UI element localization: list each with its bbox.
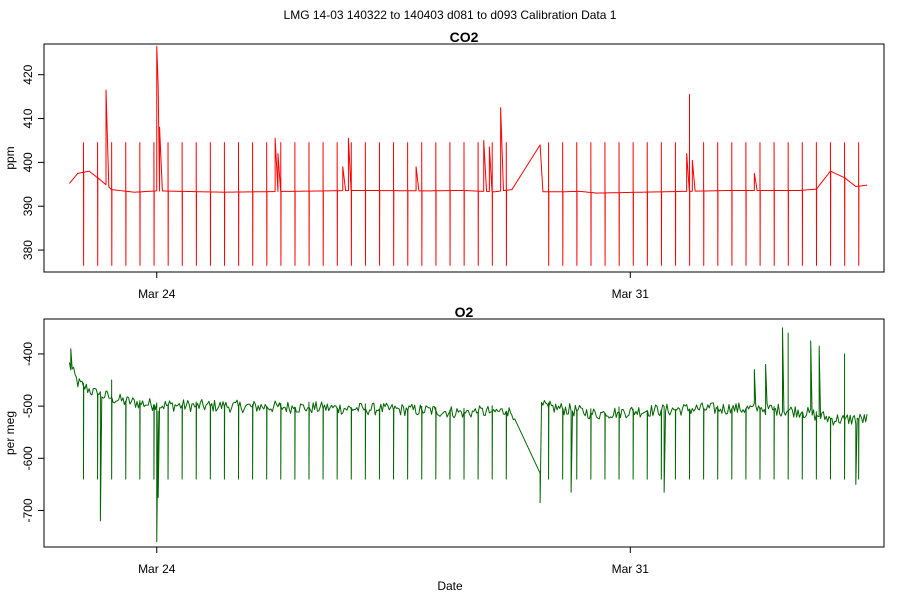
co2-series-line [68, 45, 868, 266]
o2-series-line [68, 327, 868, 543]
o2-y-tick-label: -500 [21, 394, 35, 418]
co2-y-axis-label: ppm [3, 146, 17, 169]
co2-axes: Mar 24 Mar 31 380 390 400 410 420 [21, 64, 649, 301]
o2-plot-frame [43, 318, 885, 548]
o2-axes: Mar 24 Mar 31 -700 -600 -500 -400 [21, 342, 649, 576]
o2-x-tick-label: Mar 31 [612, 562, 650, 576]
figure-suptitle: LMG 14-03 140322 to 140403 d081 to d093 … [284, 8, 617, 22]
o2-x-tick-label: Mar 24 [138, 562, 176, 576]
o2-series-layer [68, 327, 868, 543]
o2-panel: O2 per meg Mar 24 Mar 31-700-600-500-400 … [3, 304, 885, 593]
co2-plot-frame [43, 43, 885, 273]
co2-title: CO2 [450, 29, 479, 45]
co2-series-layer [68, 45, 868, 266]
co2-x-tick-label: Mar 31 [612, 287, 650, 301]
co2-y-tick-label: 400 [21, 152, 35, 172]
x-axis-label: Date [437, 579, 463, 593]
co2-panel: CO2 ppm Mar 24 Mar 31 380 390 400 410 420 [3, 29, 885, 301]
o2-title: O2 [455, 304, 474, 320]
o2-y-tick-label: -700 [21, 498, 35, 522]
o2-y-axis-label: per meg [3, 411, 17, 455]
co2-y-tick-label: 420 [21, 64, 35, 84]
o2-y-tick-label: -600 [21, 446, 35, 470]
o2-y-tick-label: -400 [21, 342, 35, 366]
co2-y-tick-label: 380 [21, 240, 35, 260]
co2-y-tick-label: 410 [21, 108, 35, 128]
co2-y-tick-label: 390 [21, 196, 35, 216]
co2-x-tick-label: Mar 24 [138, 287, 176, 301]
